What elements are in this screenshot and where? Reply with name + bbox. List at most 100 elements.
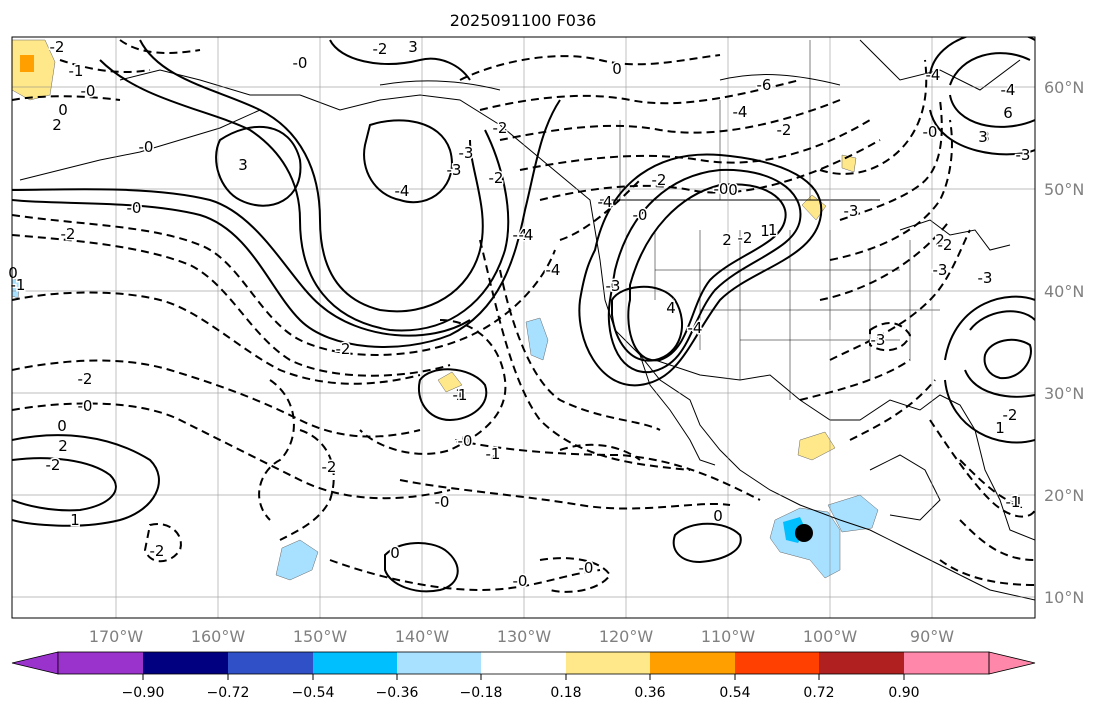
dashed-contours — [12, 39, 1035, 593]
contour-label: -2 — [322, 458, 337, 476]
contour-label: -3 — [459, 144, 474, 162]
contour-label: 1 — [70, 511, 80, 529]
contour-label: -0 — [456, 432, 471, 450]
shade-positive-pacific-mid — [437, 371, 463, 393]
map-frame — [12, 37, 1035, 618]
contour-label: -2 — [485, 445, 500, 463]
lat-label-30n: 30°N — [1044, 384, 1084, 403]
colorbar-bins — [58, 652, 989, 674]
colorbar-bin — [904, 652, 989, 674]
contour-label: -0 — [78, 397, 93, 415]
colorbar-tick-label: 0.72 — [803, 685, 834, 701]
colorbar-bin — [143, 652, 228, 674]
contour-label: 0 — [713, 507, 723, 525]
contour-label: -2 — [738, 229, 753, 247]
colorbar-tick-label: 0.54 — [719, 685, 750, 701]
contour-label: -0 — [513, 572, 528, 590]
shaded-regions — [12, 39, 879, 581]
contour-label: -2 — [50, 38, 65, 56]
contour-label: -2 — [373, 40, 388, 58]
great-lakes — [899, 219, 1011, 251]
contour-label: -0 — [139, 138, 154, 156]
contour-label: 6 — [1003, 104, 1013, 122]
contour-label: 2 — [58, 437, 68, 455]
colorbar-bin — [313, 652, 397, 674]
yucatan — [869, 454, 941, 521]
contour-label: -1 — [69, 62, 84, 80]
contour-label: 2 — [52, 116, 62, 134]
colorbar-under-triangle — [11, 651, 59, 675]
colorbar-tick-label: −0.90 — [122, 685, 165, 701]
colorbar-bin — [58, 652, 143, 674]
contour-label: 2 — [722, 231, 732, 249]
contour-label: -4 — [1001, 81, 1016, 99]
contour-label: -4 — [395, 182, 410, 200]
hudson-bay — [859, 39, 1021, 91]
contour-label: -0 — [293, 54, 308, 72]
contour-label: 3 — [938, 260, 948, 278]
colorbar-tick-label: 0.36 — [634, 685, 665, 701]
contour-label: -2 — [938, 236, 953, 254]
contour-label: -0 — [458, 432, 473, 450]
contour-label: -2 — [652, 171, 667, 189]
contour-label: -4 — [546, 261, 561, 279]
contour-label: -2 — [336, 340, 351, 358]
shade-positive-nw-core — [20, 55, 34, 72]
aleutian-chain — [19, 109, 261, 181]
contour-label: 0 — [57, 417, 67, 435]
contour-label: -0 — [435, 493, 450, 511]
lat-label-20n: 20°N — [1044, 486, 1084, 505]
contour-label: -1 — [1006, 493, 1021, 511]
shade-negative-pacific-sw — [275, 539, 319, 581]
shade-positive-canada-1 — [801, 194, 827, 221]
contour-label: -4 — [926, 66, 941, 84]
lon-label-120w: 120°W — [599, 627, 654, 646]
graticule — [12, 37, 1035, 618]
contour-label: -2 — [78, 370, 93, 388]
lat-label-10n: 10°N — [1044, 588, 1084, 607]
alaska-coast — [119, 69, 300, 96]
colorbar-bin — [397, 652, 481, 674]
contour-label: 0 — [612, 60, 622, 78]
contour-label: 2 — [935, 231, 945, 249]
colorbar-outline — [57, 651, 990, 675]
map-border — [11, 36, 1036, 619]
contour-label: 0 — [728, 181, 738, 199]
contour-label: 0 — [390, 544, 400, 562]
contour-label: -3 — [871, 331, 886, 349]
colorbar-tick-label: 0.90 — [888, 685, 919, 701]
contour-label: -2 — [61, 225, 76, 243]
contour-label: -4 — [598, 193, 613, 211]
contour-label: 3 — [978, 128, 988, 146]
contour-label: -1 — [453, 386, 468, 404]
lon-label-170w: 170°W — [89, 627, 144, 646]
lat-label-40n: 40°N — [1044, 282, 1084, 301]
colorbar-tick-label: −0.72 — [207, 685, 250, 701]
contour-label: -0 — [633, 206, 648, 224]
colorbar-bin — [735, 652, 819, 674]
thin-contours — [379, 74, 841, 91]
shade-negative-pacific-mid — [525, 317, 549, 361]
shade-negative-storm-outer-east — [827, 494, 879, 533]
colorbar-bin — [819, 652, 904, 674]
lat-label-50n: 50°N — [1044, 180, 1084, 199]
contour-label: -2 — [777, 121, 792, 139]
contour-label: -2 — [1003, 406, 1018, 424]
contour-label: -2 — [493, 119, 508, 137]
contour-label: -3 — [447, 161, 462, 179]
map-title: 2025091100 F036 — [450, 11, 597, 30]
north-america-west-coast — [299, 94, 1035, 601]
contour-label: -0 — [923, 123, 938, 141]
lat-label-60n: 60°N — [1044, 78, 1084, 97]
contour-label: -2 — [46, 456, 61, 474]
contour-label: 0 — [58, 101, 68, 119]
colorbar-bin — [481, 652, 566, 674]
contour-label: -1 — [11, 276, 26, 294]
solid-contours — [12, 37, 1035, 593]
contour-label: -1 — [763, 221, 778, 239]
shade-positive-canada-2 — [841, 154, 857, 173]
contour-label: -3 — [606, 277, 621, 295]
contour-label: -4 — [513, 226, 528, 244]
contour-label: -0 — [714, 180, 729, 198]
